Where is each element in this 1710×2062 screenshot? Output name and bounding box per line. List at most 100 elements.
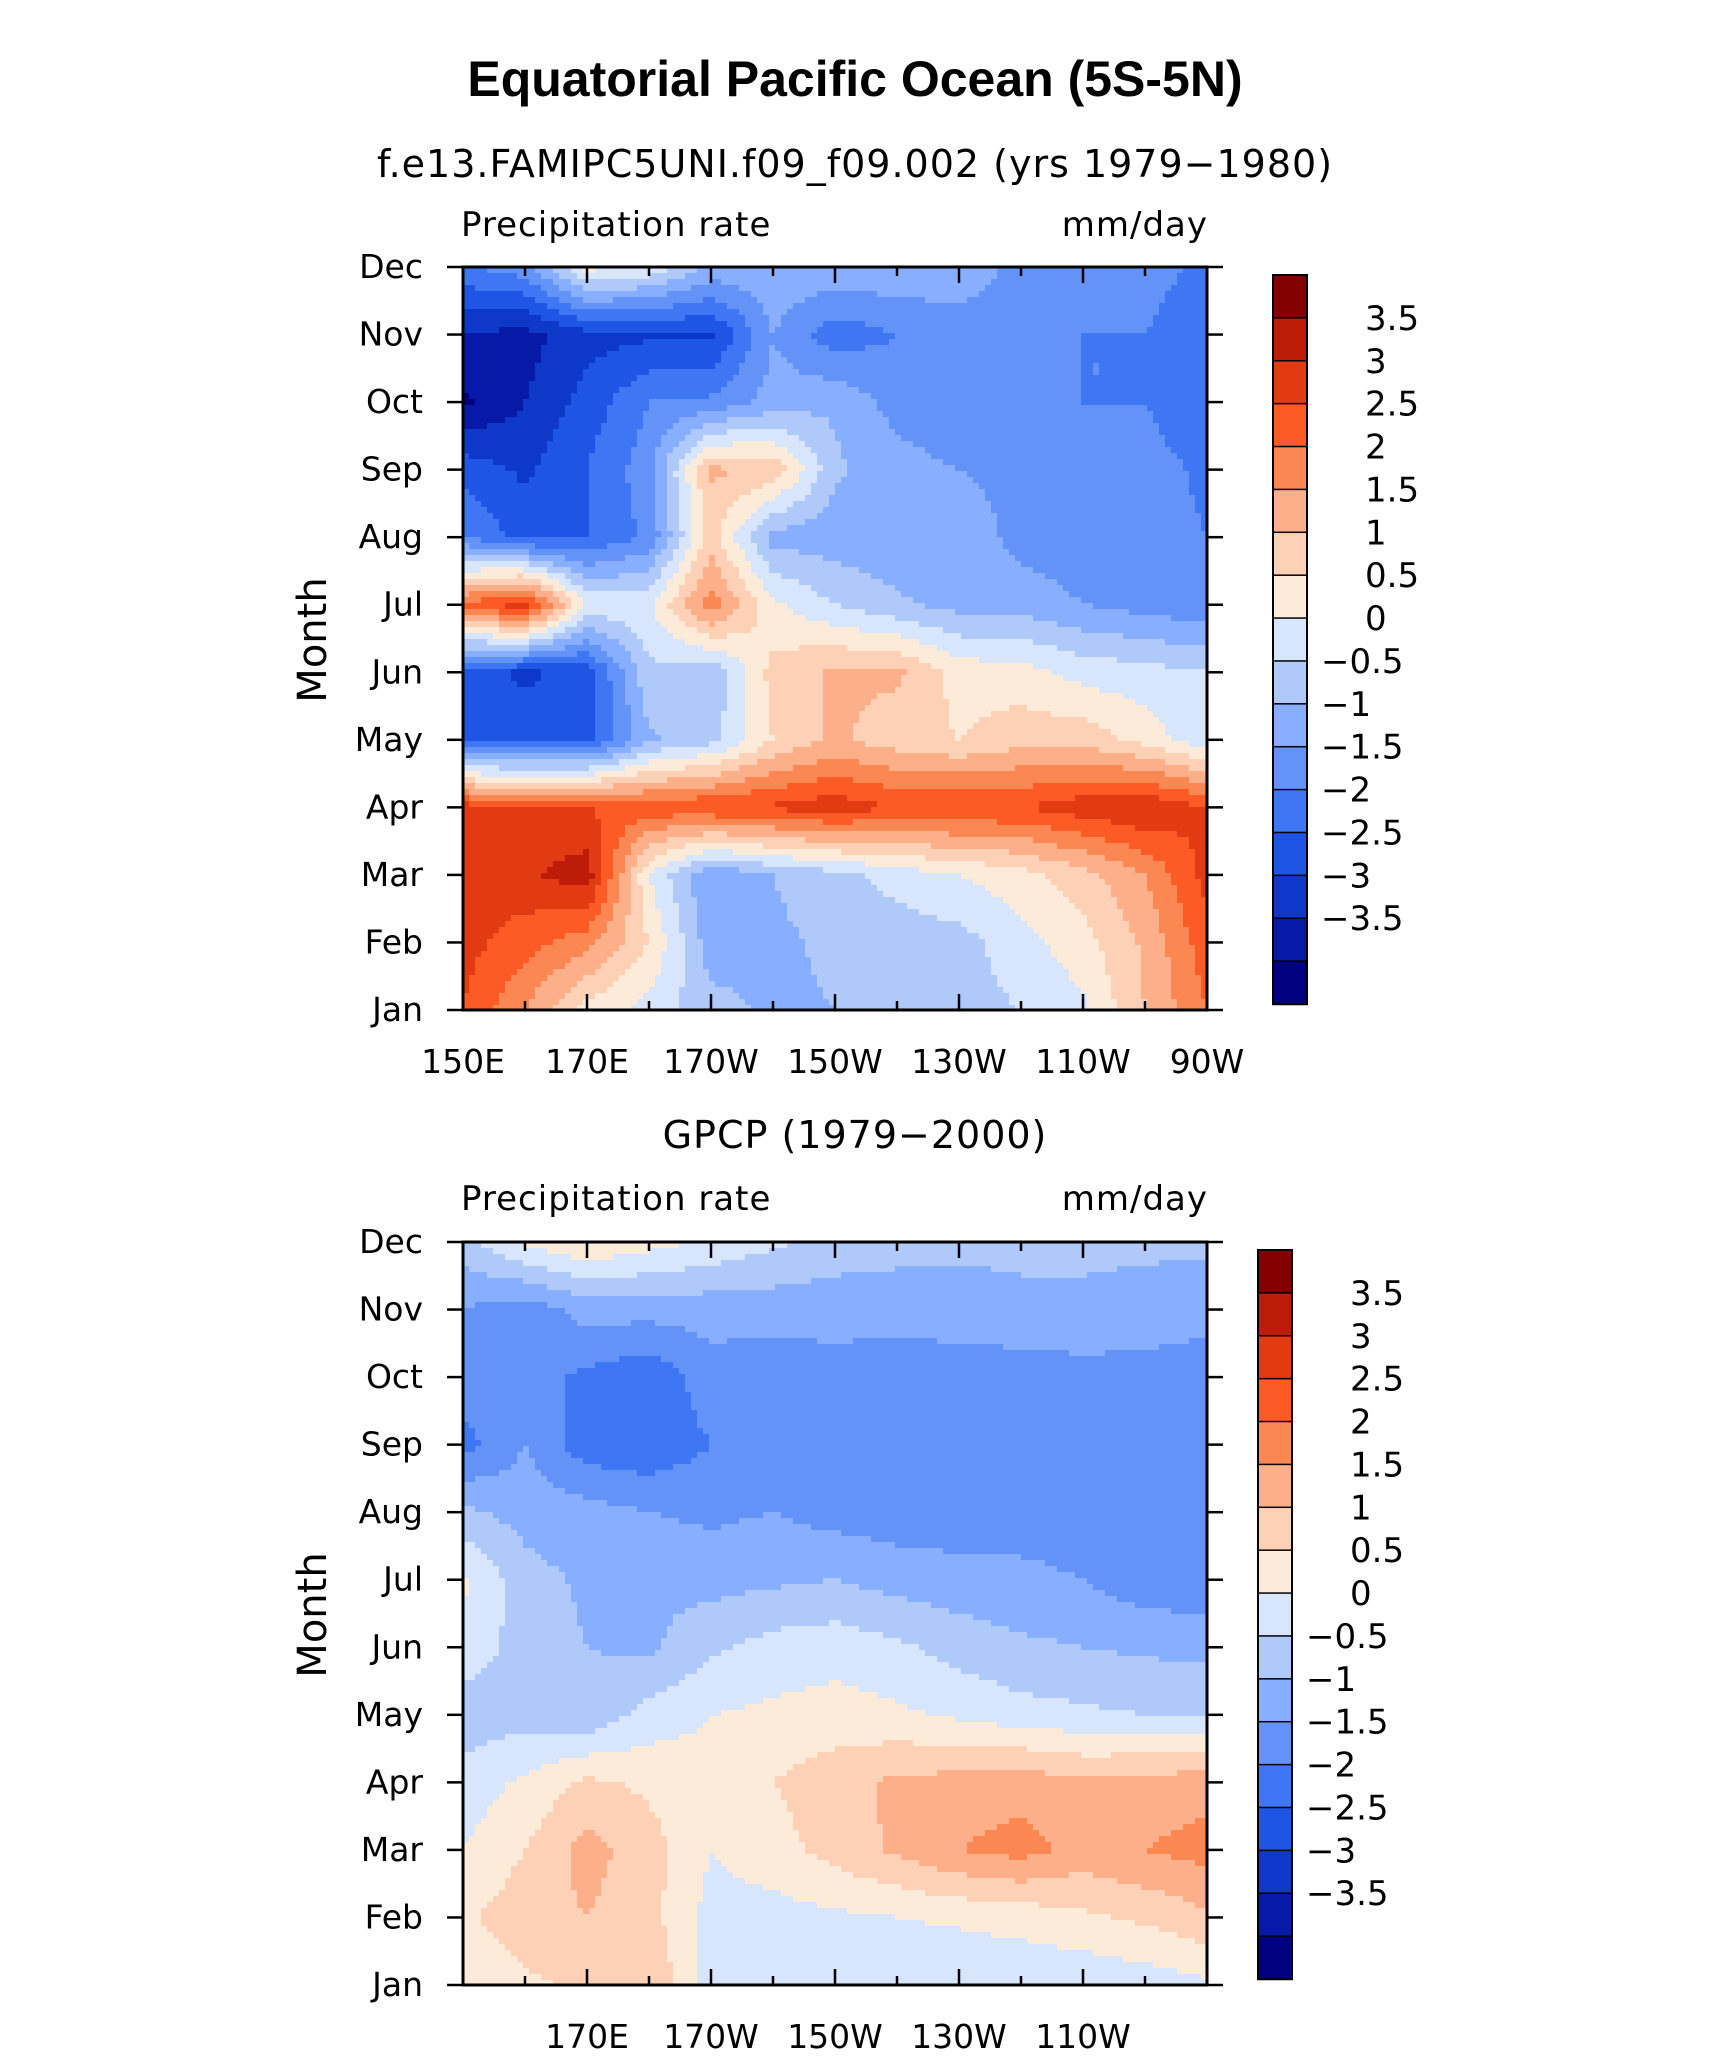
contour-cell (697, 1602, 932, 1609)
contour-cell (1141, 993, 1172, 1000)
contour-cell (1183, 915, 1208, 922)
contour-cell (811, 483, 836, 490)
contour-cell (577, 381, 632, 388)
contour-cell (667, 1860, 710, 1867)
contour-cell (463, 1488, 566, 1495)
contour-cell (463, 951, 482, 958)
contour-cell (721, 663, 746, 670)
contour-cell (535, 375, 584, 382)
contour-cell (463, 1566, 500, 1573)
contour-cell (577, 1890, 602, 1897)
contour-cell (631, 879, 638, 886)
contour-cell (1111, 975, 1142, 982)
contour-cell (739, 597, 758, 604)
contour-cell (463, 621, 500, 628)
contour-cell (697, 909, 788, 916)
contour-cell (1195, 957, 1208, 964)
contour-cell (895, 1542, 1208, 1549)
contour-cell (613, 723, 632, 730)
contour-cell (463, 1788, 506, 1795)
contour-cell (637, 435, 662, 442)
contour-cell (619, 843, 632, 850)
contour-cell (1051, 945, 1100, 952)
contour-cell (691, 567, 704, 574)
contour-cell (685, 471, 698, 478)
contour-cell (715, 315, 746, 322)
contour-cell (463, 933, 494, 940)
contour-cell (1081, 1644, 1208, 1651)
contour-cell (463, 729, 596, 736)
contour-cell (841, 441, 914, 448)
contour-cell (1171, 981, 1202, 988)
contour-cell (643, 711, 722, 718)
colorbar-label: −2 (1321, 771, 1371, 811)
contour-cell (541, 1554, 1022, 1561)
contour-cell (463, 465, 506, 472)
contour-cell (481, 1908, 584, 1915)
contour-cell (745, 675, 764, 682)
contour-cell (619, 1356, 662, 1363)
contour-cell (631, 843, 650, 850)
contour-cell (553, 591, 566, 598)
contour-cell (595, 969, 626, 976)
contour-cell (1153, 903, 1184, 910)
contour-cell (1147, 1848, 1208, 1855)
contour-cell (787, 357, 1082, 364)
contour-cell (625, 645, 644, 652)
contour-cell (691, 1404, 1208, 1411)
contour-cell (679, 1005, 752, 1011)
colorbar-box (1272, 402, 1308, 448)
contour-cell (463, 1386, 566, 1393)
contour-cell (697, 1452, 1208, 1459)
contour-cell (853, 729, 956, 736)
contour-cell (583, 1632, 668, 1639)
contour-cell (757, 507, 788, 514)
contour-cell (505, 1608, 578, 1615)
contour-cell (613, 699, 626, 706)
contour-cell (685, 639, 920, 646)
contour-cell (463, 597, 482, 604)
contour-cell (469, 1422, 566, 1429)
contour-cell (799, 579, 884, 586)
contour-cell (463, 705, 596, 712)
contour-cell (607, 651, 632, 658)
contour-cell (595, 1902, 662, 1909)
contour-cell (499, 765, 590, 772)
contour-cell (841, 1680, 998, 1687)
contour-cell (685, 765, 740, 772)
contour-cell (463, 603, 506, 610)
contour-cell (883, 783, 1034, 790)
contour-cell (949, 717, 980, 724)
contour-cell (505, 1620, 578, 1627)
contour-cell (721, 519, 746, 526)
contour-cell (661, 957, 686, 964)
contour-cell (487, 1554, 542, 1561)
contour-cell (571, 1254, 614, 1261)
contour-cell (895, 1914, 1112, 1921)
contour-cell (775, 753, 950, 760)
contour-cell (709, 591, 716, 598)
colorbar-label: 1.5 (1365, 470, 1419, 510)
contour-cell (595, 357, 722, 364)
contour-cell (823, 693, 878, 700)
x-tick-label: 130W (911, 2017, 1007, 2056)
contour-cell (949, 711, 992, 718)
contour-cell (571, 633, 608, 640)
contour-cell (991, 891, 1064, 898)
contour-cell (595, 939, 626, 946)
contour-cell (571, 615, 584, 622)
contour-cell (757, 525, 788, 532)
contour-cell (565, 1428, 704, 1435)
contour-cell (1027, 921, 1088, 928)
contour-cell (589, 867, 602, 874)
contour-cell (1195, 1818, 1208, 1825)
contour-cell (721, 729, 746, 736)
contour-cell (1027, 1746, 1208, 1753)
contour-cell (769, 681, 824, 688)
contour-cell (1111, 993, 1142, 1000)
contour-cell (997, 519, 1202, 526)
contour-cell (583, 849, 590, 856)
gpcp-units-label: mm/day (1062, 1179, 1208, 1219)
contour-cell (865, 321, 1154, 328)
contour-cell (1147, 327, 1208, 334)
